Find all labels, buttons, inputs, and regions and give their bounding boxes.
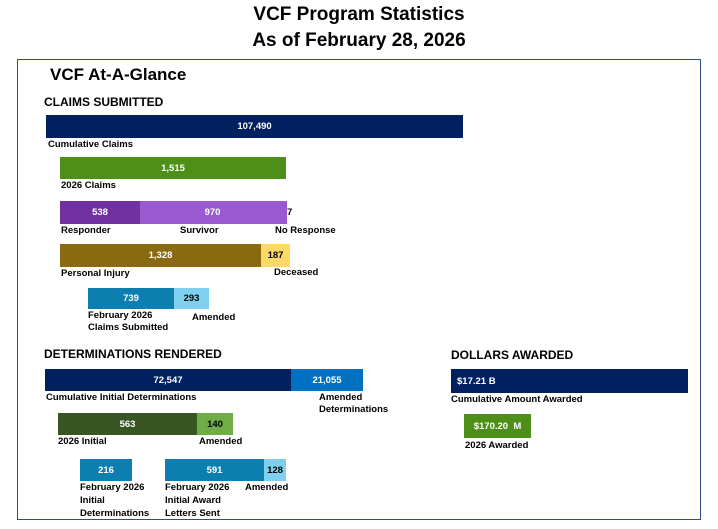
- bar-value: $170.20 M: [473, 420, 522, 432]
- at-a-glance-panel: [17, 59, 701, 520]
- panel-title: VCF At-A-Glance: [50, 65, 187, 84]
- bar-value: 538: [92, 207, 108, 218]
- bar-value: 107,490: [237, 121, 272, 132]
- bar-value: 1,515: [161, 162, 185, 174]
- determinations-section-heading: DETERMINATIONS RENDERED: [44, 347, 222, 361]
- label-cumulative-initial-determinations: Cumulative Initial Determinations: [46, 392, 197, 403]
- bar-2026-amended: 140: [197, 413, 233, 435]
- bar-amended-determinations: 21,055: [291, 369, 363, 391]
- bar-value: $17.21 B: [457, 375, 496, 387]
- page-title: VCF Program Statistics: [253, 4, 465, 25]
- bar-value: 293: [183, 293, 200, 304]
- label-cumulative-amount-awarded: Cumulative Amount Awarded: [451, 394, 583, 405]
- label-feb-initial-line1: February 2026: [80, 482, 145, 493]
- bar-cumulative-initial-determinations: 72,547: [45, 369, 291, 391]
- bar-deceased: 187: [261, 244, 290, 267]
- label-responder: Responder: [61, 225, 111, 236]
- bar-2026-initial: 563: [58, 413, 197, 435]
- bar-value: 128: [267, 464, 283, 476]
- bar-feb-claims-amended: 293: [174, 288, 209, 309]
- label-feb-initial-line3: Determinations: [80, 508, 150, 519]
- label-amended-determinations-line2: Determinations: [319, 404, 389, 415]
- bar-value: 140: [207, 418, 223, 430]
- label-feb-award-line1: February 2026: [165, 482, 230, 493]
- label-feb-award-line2: Initial Award: [165, 495, 221, 506]
- label-2026-awarded: 2026 Awarded: [465, 440, 529, 451]
- bar-personal-injury: 1,328: [60, 244, 261, 267]
- bar-value: 563: [119, 418, 136, 430]
- dollars-section-heading: DOLLARS AWARDED: [451, 348, 574, 362]
- label-personal-injury: Personal Injury: [61, 268, 130, 279]
- label-no-response: No Response: [275, 225, 336, 236]
- label-feb-award-line3: Letters Sent: [165, 508, 220, 519]
- bar-feb-award-amended: 128: [264, 459, 286, 481]
- label-2026-claims: 2026 Claims: [61, 180, 116, 191]
- bar-value: 739: [123, 293, 139, 304]
- label-survivor: Survivor: [180, 225, 219, 236]
- bar-value: 187: [267, 250, 284, 261]
- label-feb-claims-amended: Amended: [192, 312, 236, 323]
- page-subtitle: As of February 28, 2026: [252, 30, 466, 51]
- claims-section-heading: CLAIMS SUBMITTED: [44, 95, 164, 109]
- bar-responder: 538: [60, 201, 140, 224]
- bar-cumulative-amount-awarded: $17.21 B: [451, 369, 688, 393]
- bar-value: 591: [206, 464, 223, 476]
- label-cumulative-claims: Cumulative Claims: [48, 139, 133, 150]
- label-2026-initial: 2026 Initial: [58, 436, 107, 447]
- bar-feb-award-letters: 591: [165, 459, 264, 481]
- label-feb-initial-line2: Initial: [80, 495, 105, 506]
- label-feb-claims-line2: Claims Submitted: [88, 322, 169, 333]
- label-2026-amended: Amended: [199, 436, 243, 447]
- bar-cumulative-claims: 107,490: [46, 115, 463, 138]
- bar-feb-initial-determinations: 216: [80, 459, 132, 481]
- bar-value: 970: [204, 207, 221, 218]
- value-no-response: 7: [287, 207, 293, 218]
- bar-survivor: 970: [140, 201, 285, 224]
- bar-feb-claims-submitted: 739: [88, 288, 174, 309]
- label-deceased: Deceased: [274, 267, 319, 278]
- label-feb-claims-line1: February 2026: [88, 310, 153, 321]
- label-feb-award-amended: Amended: [245, 482, 289, 493]
- bar-2026-claims: 1,515: [60, 157, 286, 179]
- bar-2026-awarded: $170.20 M: [464, 414, 531, 438]
- bar-value: 216: [98, 464, 114, 476]
- bar-no-response: [285, 201, 287, 224]
- bar-value: 1,328: [148, 250, 173, 261]
- bar-value: 72,547: [153, 374, 183, 386]
- label-amended-determinations-line1: Amended: [319, 392, 363, 403]
- bar-value: 21,055: [312, 374, 342, 386]
